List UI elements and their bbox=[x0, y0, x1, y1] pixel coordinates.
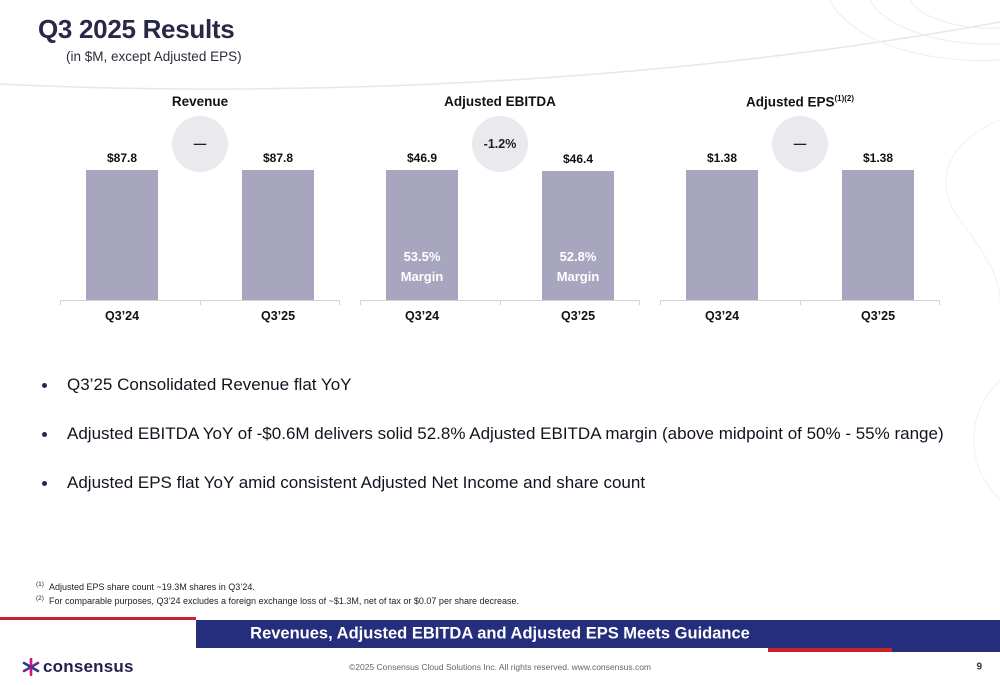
slide-footer: consensus ©2025 Consensus Cloud Solution… bbox=[0, 648, 1000, 685]
bullet-dot-icon bbox=[42, 432, 47, 438]
accent-navy-bar bbox=[892, 648, 1000, 652]
bullet-dot-icon bbox=[42, 383, 47, 388]
footnote: (1) Adjusted EPS share count ~19.3M share… bbox=[36, 580, 519, 594]
bullet-text: Q3’25 Consolidated Revenue flat YoY bbox=[67, 375, 352, 394]
red-accent-line bbox=[0, 617, 196, 620]
footnote-text: Adjusted EPS share count ~19.3M shares i… bbox=[48, 582, 255, 592]
bar-margin-label: 53.5% Margin bbox=[400, 249, 444, 284]
footnote-marker: (1) bbox=[36, 581, 44, 588]
x-axis-label: Q3’25 bbox=[260, 309, 296, 323]
footnote-marker: (2) bbox=[36, 595, 44, 603]
logo-wordmark: consensus bbox=[43, 656, 134, 676]
bullet-text: Adjusted EPS flat YoY amid consistent Ad… bbox=[67, 473, 646, 493]
bar-group: $46.9 53.5% Margin bbox=[386, 151, 458, 300]
change-badge: -1.2% bbox=[472, 116, 528, 172]
asterisk-logo-icon bbox=[22, 657, 40, 676]
bar-group: $1.38 bbox=[842, 151, 914, 300]
chart-adjusted-eps: Adjusted EPS(1)(2) $1.38 $1.38 — Q3’24 Q3’… bbox=[660, 94, 940, 323]
x-axis-label: Q3’25 bbox=[860, 309, 896, 323]
bullet-dot-icon bbox=[42, 481, 47, 487]
chart-title: Adjusted EBITDA bbox=[444, 94, 556, 109]
list-item: Adjusted EPS flat YoY amid consistent Ad… bbox=[40, 472, 964, 494]
bar-group: $1.38 bbox=[686, 151, 758, 300]
bar-value-label: $46.4 bbox=[562, 152, 594, 166]
change-badge: — bbox=[772, 116, 828, 172]
bottom-accent-strip bbox=[768, 648, 1000, 652]
chart-title: Adjusted EPS(1)(2) bbox=[745, 94, 855, 110]
bar-value-label: $1.38 bbox=[862, 151, 894, 165]
bar: 53.5% Margin bbox=[386, 170, 458, 300]
x-axis-label: Q3’24 bbox=[704, 309, 740, 323]
bar-group: $87.8 bbox=[242, 151, 314, 300]
chart-plot: $1.38 $1.38 — bbox=[660, 114, 940, 305]
bar-value-label: $1.38 bbox=[706, 151, 738, 165]
page-title: Q3 2025 Results bbox=[38, 14, 235, 44]
list-item: Q3’25 Consolidated Revenue flat YoY bbox=[40, 374, 964, 396]
bar-group: $46.4 52.8% Margin bbox=[542, 152, 614, 300]
bars-area: $46.9 53.5% Margin $46.4 52.8% Margin bbox=[360, 114, 640, 301]
bar bbox=[86, 170, 158, 300]
bars-area: $1.38 $1.38 bbox=[660, 114, 940, 301]
accent-red-bar bbox=[768, 648, 892, 652]
bullet-text: Adjusted EBITDA YoY of -$0.6M delivers s… bbox=[67, 424, 944, 444]
bar-value-label: $87.8 bbox=[262, 151, 294, 165]
x-axis-labels: Q3’24 Q3’25 bbox=[60, 301, 340, 323]
bar-value-label: $46.9 bbox=[406, 151, 438, 165]
x-axis-label: Q3’24 bbox=[404, 309, 440, 323]
bar-margin-label: 52.8% Margin bbox=[556, 249, 600, 284]
footnote-text: For comparable purposes, Q3’24 excludes … bbox=[48, 596, 519, 607]
chart-plot: $87.8 $87.8 — bbox=[60, 114, 340, 305]
banner-text: Revenues, Adjusted EBITDA and Adjusted E… bbox=[250, 624, 750, 643]
change-badge: — bbox=[172, 116, 228, 172]
bar bbox=[686, 170, 758, 300]
page-number: 9 bbox=[976, 661, 982, 672]
list-item: Adjusted EBITDA YoY of -$0.6M delivers s… bbox=[40, 423, 964, 445]
bar-group: $87.8 bbox=[86, 151, 158, 300]
chart-adjusted-ebitda: Adjusted EBITDA $46.9 53.5% Margin $46.4 52.… bbox=[360, 94, 640, 323]
bar bbox=[242, 170, 314, 300]
chart-plot: $46.9 53.5% Margin $46.4 52.8% Margin -1.2% bbox=[360, 114, 640, 305]
guidance-banner: Revenues, Adjusted EBITDA and Adjusted E… bbox=[196, 620, 1000, 648]
footnote: (2) For comparable purposes, Q3’24 exclud… bbox=[36, 594, 519, 608]
slide-header: Q3 2025 Results (in $M, except Adjusted … bbox=[38, 14, 242, 64]
x-axis-label: Q3’25 bbox=[560, 309, 596, 323]
bar: 52.8% Margin bbox=[542, 171, 614, 300]
bar bbox=[842, 170, 914, 300]
page-subtitle: (in $M, except Adjusted EPS) bbox=[66, 49, 242, 64]
bullet-list: Q3’25 Consolidated Revenue flat YoY Adju… bbox=[40, 374, 964, 521]
copyright-text: ©2025 Consensus Cloud Solutions Inc. All… bbox=[348, 661, 652, 672]
bar-value-label: $87.8 bbox=[106, 151, 138, 165]
consensus-logo: consensus bbox=[22, 657, 134, 677]
chart-revenue: Revenue $87.8 $87.8 — Q3’24 Q3’25 bbox=[60, 94, 340, 323]
chart-title: Revenue bbox=[171, 94, 229, 109]
x-axis-labels: Q3’24 Q3’25 bbox=[660, 301, 940, 323]
footnotes: (1) Adjusted EPS share count ~19.3M share… bbox=[36, 580, 519, 608]
bars-area: $87.8 $87.8 bbox=[60, 114, 340, 301]
charts-row: Revenue $87.8 $87.8 — Q3’24 Q3’25 Adjusted… bbox=[60, 94, 940, 323]
x-axis-label: Q3’24 bbox=[104, 309, 140, 323]
x-axis-labels: Q3’24 Q3’25 bbox=[360, 301, 640, 323]
